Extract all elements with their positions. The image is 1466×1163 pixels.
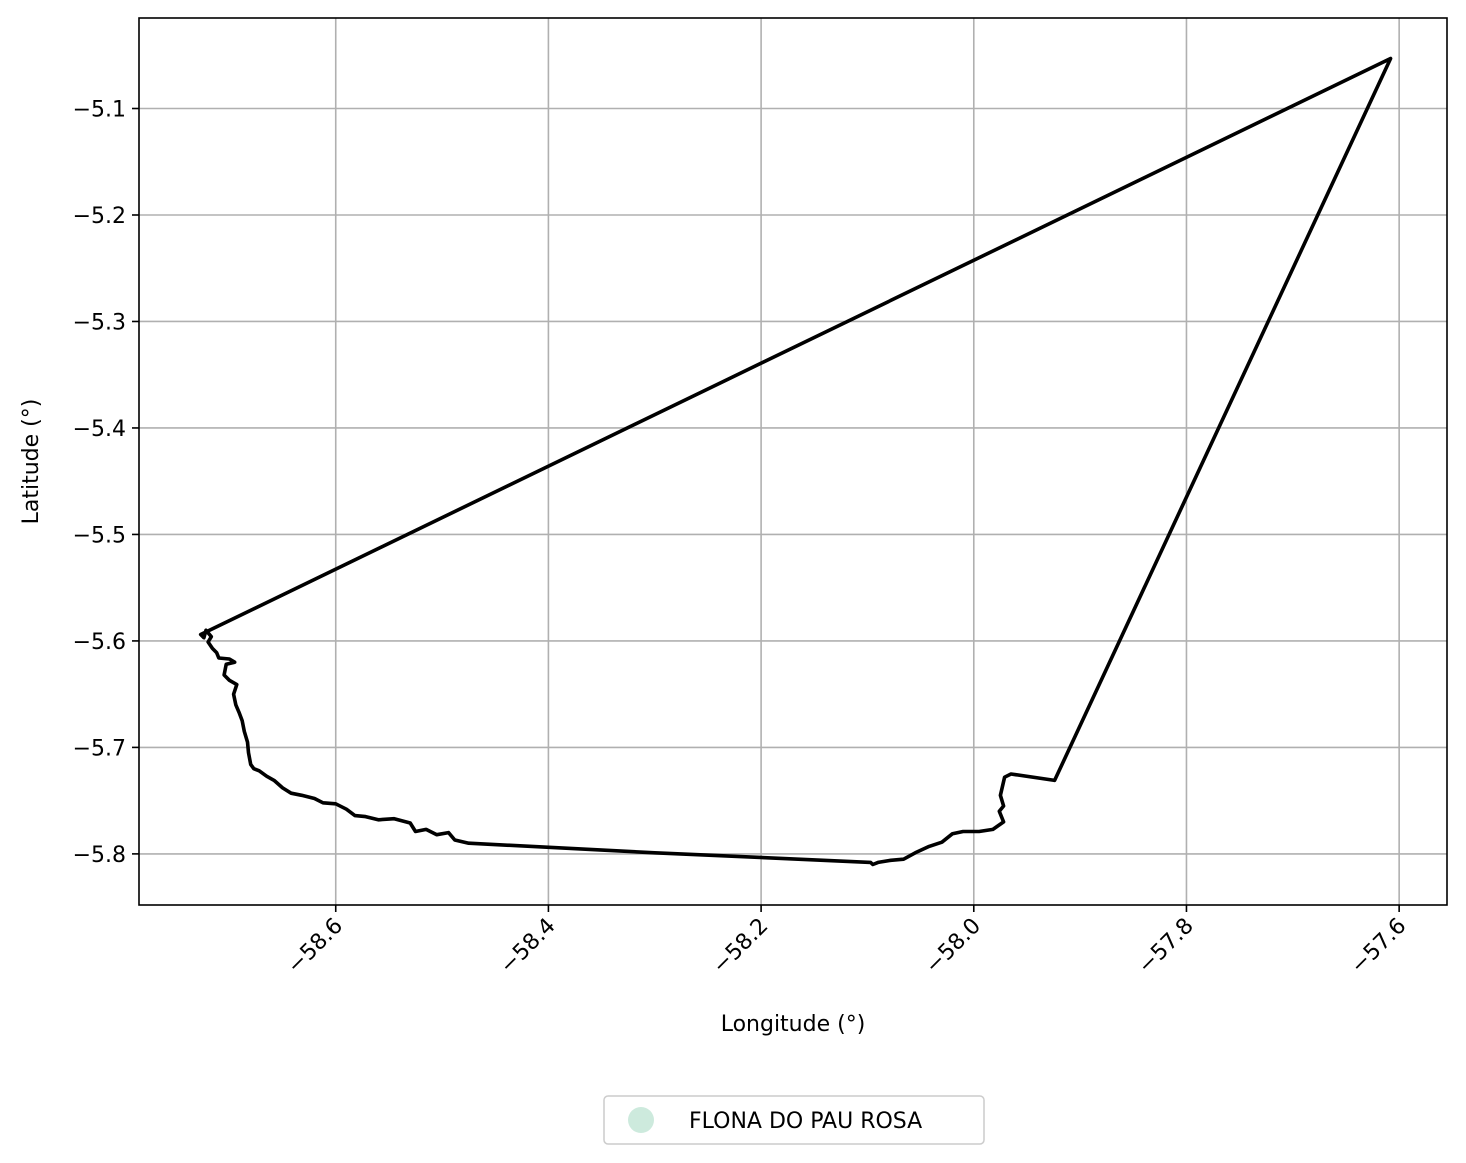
boundary-layer: [198, 56, 1393, 867]
y-tick-label-0: −5.1: [73, 98, 126, 123]
y-axis-label: Latitude (°): [19, 399, 44, 525]
y-tick-label-4: −5.5: [73, 523, 126, 548]
grid-lines: [139, 18, 1447, 905]
legend-marker: [628, 1107, 654, 1133]
legend: FLONA DO PAU ROSA: [603, 1095, 985, 1145]
y-tick-label-5: −5.6: [73, 630, 126, 655]
y-tick-label-3: −5.4: [73, 417, 126, 442]
y-tick-label-2: −5.3: [73, 310, 126, 335]
y-tick-label-1: −5.2: [73, 204, 126, 229]
y-tick-label-7: −5.8: [73, 843, 126, 868]
legend-label: FLONA DO PAU ROSA: [689, 1109, 922, 1134]
tick-marks: [132, 107, 1400, 912]
y-tick-label-6: −5.7: [73, 736, 126, 761]
plot-area: [132, 17, 1448, 912]
boundary-polygon-0: [198, 56, 1393, 867]
axes-background: [139, 18, 1447, 905]
x-axis-label: Longitude (°): [721, 1012, 866, 1037]
legend-box: [603, 1095, 985, 1145]
axes-frame: [138, 17, 1448, 906]
